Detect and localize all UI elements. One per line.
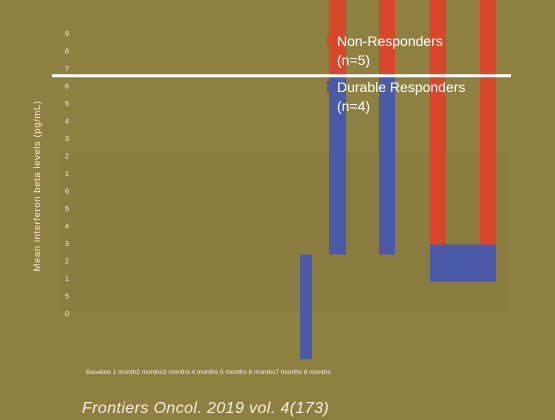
y-tick-label: 4 <box>65 117 69 126</box>
y-tick-label: 8 <box>65 47 69 56</box>
bar-segment <box>300 254 312 360</box>
bar-segment <box>329 75 346 255</box>
y-tick-label: 0 <box>65 309 69 318</box>
bar-segment <box>430 0 446 245</box>
legend: Non-Responders (n=5) Durable Responders (n=… <box>327 33 465 114</box>
y-tick-label: 2 <box>65 152 69 161</box>
y-tick-label: 9 <box>65 29 69 38</box>
y-tick-label: 5 <box>65 292 69 301</box>
y-tick-label: 5 <box>65 99 69 108</box>
legend-label: (n=4) <box>337 98 370 114</box>
bar-group <box>300 0 496 360</box>
legend-swatch <box>327 81 335 92</box>
x-axis-category-labels: Baseline 1 month2 months3 months 4 month… <box>86 369 331 376</box>
y-tick-label: 2 <box>65 257 69 266</box>
bar-segment <box>379 0 395 76</box>
bar-segment <box>329 0 346 76</box>
y-tick-label: 4 <box>65 222 69 231</box>
legend-label: Durable Responders <box>337 79 465 95</box>
y-tick-label: 5 <box>65 204 69 213</box>
y-tick-label: 3 <box>65 134 69 143</box>
bar-segment <box>480 0 496 245</box>
legend-swatch <box>327 35 335 46</box>
y-tick-group: 9 8 7 6 5 4 3 2 1 6 5 4 3 2 1 5 0 <box>65 29 69 318</box>
legend-label: Non-Responders <box>337 33 443 49</box>
bar-segment <box>430 244 496 282</box>
citation-annotation: Frontiers Oncol. 2019 vol. 4(173) <box>82 400 329 417</box>
y-tick-label: 6 <box>65 187 69 196</box>
y-tick-label: 6 <box>65 82 69 91</box>
y-tick-label: 1 <box>65 274 69 283</box>
y-tick-label: 1 <box>65 169 69 178</box>
legend-label: (n=5) <box>337 52 370 68</box>
y-axis-label: Mean interferon beta levels (pg/mL) <box>32 101 43 272</box>
y-tick-label: 7 <box>65 64 69 73</box>
y-tick-label: 3 <box>65 239 69 248</box>
bar-segment <box>379 75 395 255</box>
